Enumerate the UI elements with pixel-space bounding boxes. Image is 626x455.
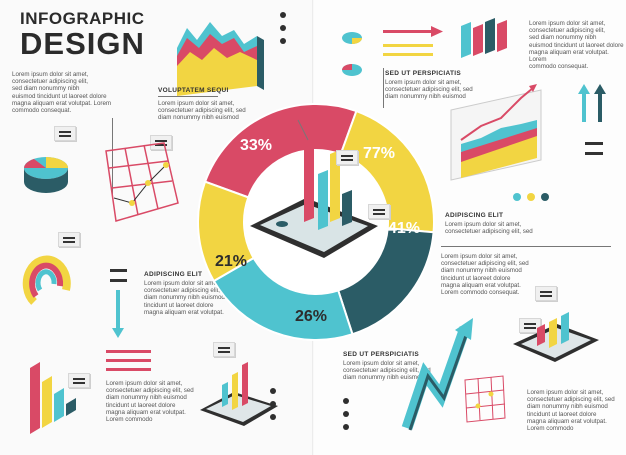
segment-label-77: 77% [363,145,396,162]
pie-stack-icon [342,32,362,76]
grid-chart-icon [105,142,179,222]
tablet-chart-icon [250,119,378,258]
donut-chart-icon [22,255,71,305]
speech-bubble-icon [150,135,172,150]
yellow-bar-icon [383,44,433,47]
donut-segment [197,180,256,283]
dash-icon [110,279,127,282]
growth-chart-icon [450,84,542,181]
ribbon-chart-icon [177,22,264,96]
speech-bubble-icon [336,150,358,165]
speech-bubble-icon [519,318,541,333]
bottom-left-text: Lorem ipsum dolor sit amet, consectetuer… [106,380,194,424]
title-line-2: DESIGN [20,26,145,61]
adipiscing-right-heading: ADIPISCING ELIT [445,212,504,219]
dash-icon [585,152,603,155]
voluptatem-text: Lorem ipsum dolor sit amet, consectetuer… [158,100,246,122]
voluptatem-heading: VOLUPTATEM SEQUI [158,87,229,94]
mid-right-text: Lorem ipsum dolor sit amet, consectetuer… [441,253,529,297]
sed-ut-bottom-text: Lorem ipsum dolor sit amet, consectetuer… [343,360,431,382]
speech-bubble-icon [368,204,390,219]
dot-list-top [280,12,286,51]
zigzag-arrow-icon [401,318,473,431]
bottom-right-text: Lorem ipsum dolor sit amet, consectetuer… [527,389,615,433]
segment-label-21: 21% [215,253,248,270]
adipiscing-left-text: Lorem ipsum dolor sit amet, consectetuer… [144,280,232,316]
segment-label-41: 41% [388,220,421,237]
color-dots-icon [513,193,549,201]
up-arrows-icon [578,84,606,122]
sed-ut-top-heading: SED UT PERSPICIATIS [385,70,462,77]
grid-chart-icon [464,375,506,423]
yellow-bar-icon [383,53,433,56]
arrow-right-icon [383,26,443,37]
speech-bubble-icon [213,342,235,357]
red-bar-icon [106,368,151,371]
segment-label-26: 26% [295,308,328,325]
red-bar-icon [106,350,151,353]
connector-line [441,246,611,247]
dash-icon [110,269,127,272]
connector-line [383,68,384,108]
voluptatem-rule [158,96,218,97]
dash-icon [585,142,603,145]
speech-bubble-icon [68,373,90,388]
speech-bubble-icon [54,126,76,141]
page-title: INFOGRAPHIC DESIGN [20,10,145,59]
tablet-chart-icon [513,312,599,362]
arrow-down-icon [112,290,124,338]
dot-list-bottom-left [270,388,276,427]
speech-bubble-icon [535,286,557,301]
dot-list-bottom-right [343,398,349,437]
red-bar-icon [106,359,151,362]
adipiscing-right-text: Lorem ipsum dolor sit amet, consectetuer… [445,221,533,236]
adipiscing-left-heading: ADIPISCING ELIT [144,271,203,278]
donut-segment [203,103,358,199]
connector-line [112,118,113,198]
title-line-1: INFOGRAPHIC [20,9,145,28]
speech-bubble-icon [58,232,80,247]
tablet-chart-icon [200,362,278,426]
sed-ut-top-text: Lorem ipsum dolor sit amet, consectetuer… [385,79,473,101]
sed-ut-bottom-heading: SED UT PERSPICIATIS [343,351,420,358]
top-right-text: Lorem ipsum dolor sit amet, consectetuer… [529,20,624,71]
intro-text: Lorem ipsum dolor sit amet, consectetuer… [12,71,112,115]
bar-chart-icon [30,362,76,434]
pie-chart-icon [24,157,68,193]
segment-label-33: 33% [240,137,273,154]
column-chart-icon [461,18,507,58]
